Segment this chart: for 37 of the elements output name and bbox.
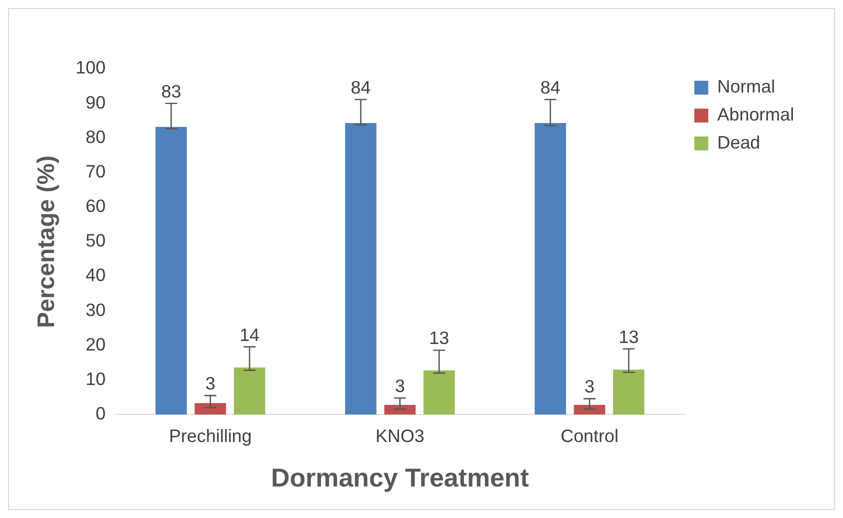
data-label: 14 [240,324,260,345]
bar [234,368,266,415]
bar [194,403,226,415]
y-tick-label: 80 [86,126,106,147]
legend-label: Dead [717,132,760,152]
bar [156,126,187,415]
data-label: 3 [584,376,595,397]
y-tick-label: 100 [76,58,106,78]
data-label: 3 [205,374,216,394]
bar [613,370,644,415]
data-label: 13 [429,328,450,348]
y-tick-label: 0 [96,404,106,424]
x-tick-label: Control [560,426,618,446]
data-label: 3 [394,376,405,396]
y-tick-label: 20 [86,334,106,354]
x-tick-label: KNO3 [376,426,424,446]
y-tick-label: 30 [86,300,106,320]
y-tick-label: 50 [86,230,106,251]
y-tick-label: 70 [86,161,106,182]
y-tick-label: 40 [86,265,106,286]
y-tick-label: 90 [86,92,106,112]
legend-label: Normal [717,76,776,97]
y-axis-title: Percentage (%) [32,155,60,328]
x-tick-label: Prechilling [168,426,252,446]
bar [534,123,566,415]
y-tick-label: 60 [86,196,106,216]
bar [384,404,416,415]
data-label: 13 [618,326,639,347]
legend-label: Abnormal [717,104,794,125]
bar [574,404,606,415]
data-label: 83 [161,81,182,102]
data-label: 84 [540,78,560,98]
bar [423,370,455,415]
data-label: 84 [350,78,371,98]
bar [345,123,376,415]
x-axis-title: Dormancy Treatment [270,464,530,493]
y-tick-label: 10 [86,368,106,389]
